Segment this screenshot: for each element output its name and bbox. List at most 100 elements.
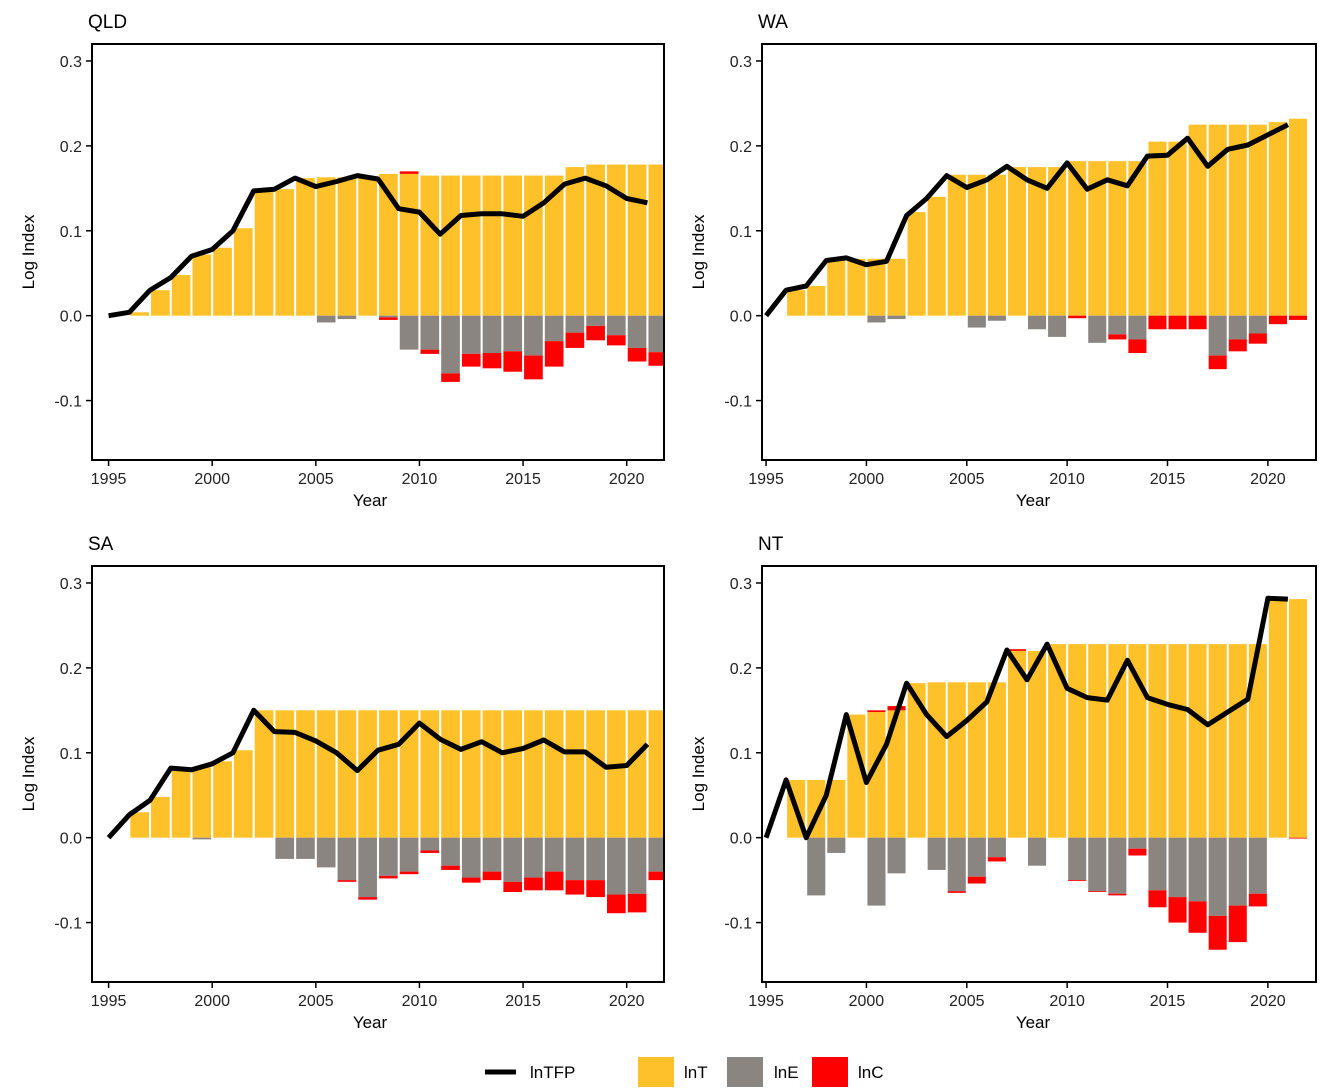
bar-lnc xyxy=(544,871,564,891)
bar-lnt xyxy=(358,177,377,316)
bar-lne xyxy=(586,315,605,326)
bar-lne xyxy=(1088,315,1107,343)
x-tick-label: 2010 xyxy=(402,471,438,488)
bar-lnt xyxy=(1028,167,1047,316)
bar-lnt xyxy=(1148,141,1167,316)
y-tick-label: 0.1 xyxy=(60,746,82,763)
bar-lnt xyxy=(927,682,946,838)
bar-lne xyxy=(524,315,543,356)
x-axis-label: Year xyxy=(1016,1013,1051,1032)
bar-lnc xyxy=(607,894,626,914)
plot-area xyxy=(108,164,664,382)
plot-frame xyxy=(91,565,665,983)
bar-lnc xyxy=(565,332,585,348)
x-tick-label: 2020 xyxy=(1250,993,1286,1010)
bar-lnt xyxy=(1228,124,1247,316)
bar-lne xyxy=(316,837,336,868)
bar-lnt xyxy=(1248,644,1267,838)
bar-lnt xyxy=(1188,644,1207,838)
x-tick-label: 1995 xyxy=(91,471,127,488)
panel-title: NT xyxy=(758,534,784,555)
bar-lnt xyxy=(887,258,906,316)
bar-lnc xyxy=(524,877,543,891)
bar-lne xyxy=(441,315,460,374)
x-tick-label: 1995 xyxy=(91,993,127,1010)
bar-lnt xyxy=(1108,161,1127,316)
bar-lnt xyxy=(441,175,460,316)
bar-lnt xyxy=(213,761,232,838)
bar-lnt xyxy=(1268,598,1287,838)
y-tick-label: 0.1 xyxy=(60,224,82,241)
bar-lnt xyxy=(1068,644,1087,838)
bar-lnt xyxy=(171,274,191,316)
x-tick-label: 2015 xyxy=(505,471,541,488)
y-tick-label: 0.3 xyxy=(730,576,752,593)
bar-lne xyxy=(1168,837,1187,898)
bar-lnt xyxy=(316,710,336,838)
bar-lnc xyxy=(648,352,664,366)
bar-lnt xyxy=(275,710,295,838)
panel-wa: WA -0.1 0.0 0.1 0.2 0.3 1995 2000 2005 2010 2015 20… xyxy=(689,12,1317,510)
bar-lnt xyxy=(254,710,274,838)
bar-lnt xyxy=(887,710,906,838)
bar-lnc xyxy=(461,877,481,883)
bar-lnt xyxy=(1288,599,1308,838)
bar-lnt xyxy=(399,710,419,838)
bar-lnt xyxy=(1168,644,1187,838)
bar-lnc xyxy=(627,347,647,362)
bar-lnc xyxy=(420,850,440,853)
plot-frame xyxy=(91,43,665,461)
bar-lnc xyxy=(399,871,419,875)
bar-lne xyxy=(1048,315,1067,337)
y-tick-label: -0.1 xyxy=(724,394,752,411)
bar-lnc xyxy=(1188,315,1207,330)
bar-lnt xyxy=(1188,124,1207,316)
plot-area xyxy=(763,595,1308,950)
bar-lne xyxy=(461,837,481,878)
panel-qld: QLD -0.1 0.0 0.1 0.2 0.3 1995 2000 2005 2010 2015 2… xyxy=(19,12,665,510)
bar-lnt xyxy=(586,710,605,838)
bar-lnt xyxy=(607,710,626,838)
bar-lnc xyxy=(482,353,502,369)
bar-lnc xyxy=(1108,334,1127,340)
bar-lnc xyxy=(1128,848,1147,856)
bar-lne xyxy=(648,315,664,353)
bar-lnc xyxy=(967,876,986,884)
y-tick-label: 0.0 xyxy=(60,309,82,326)
bar-lnt xyxy=(358,710,377,838)
bar-lnt xyxy=(907,212,926,316)
bar-lnt xyxy=(420,175,440,316)
panel-sa: SA -0.1 0.0 0.1 0.2 0.3 1995 2000 2005 2010 2015 20… xyxy=(19,534,665,1032)
plot-area xyxy=(764,118,1308,370)
bar-lnc xyxy=(1168,315,1187,330)
bar-lnc xyxy=(648,871,664,881)
bar-lnc xyxy=(987,857,1006,862)
bar-lnc xyxy=(1088,891,1107,893)
y-axis-label: Log Index xyxy=(689,214,708,289)
x-tick-label: 2005 xyxy=(949,993,985,1010)
bar-lnc xyxy=(1208,915,1227,950)
legend-label: lnC xyxy=(858,1063,884,1082)
bar-lnt xyxy=(1228,644,1247,838)
plot-frame xyxy=(761,43,1317,461)
bar-lnt xyxy=(648,710,664,838)
bar-lnt xyxy=(847,258,866,316)
bar-lnt xyxy=(130,812,149,838)
bar-lnt xyxy=(1288,118,1308,316)
bar-lnc xyxy=(627,893,647,913)
bar-lne xyxy=(607,837,626,895)
bar-lne xyxy=(399,315,419,350)
bar-lnt xyxy=(482,710,502,838)
bar-lnt xyxy=(1068,161,1087,316)
x-tick-label: 2010 xyxy=(1049,471,1085,488)
y-axis-label: Log Index xyxy=(19,214,38,289)
legend-item-lnt: lnT xyxy=(638,1057,708,1087)
bar-lnc xyxy=(441,373,460,382)
bar-lne xyxy=(1208,837,1227,916)
bar-lnc xyxy=(482,871,502,881)
legend-swatch-box xyxy=(638,1057,674,1087)
bar-lnt xyxy=(482,175,502,316)
bar-lne xyxy=(524,837,543,878)
bar-lne xyxy=(1108,837,1127,894)
y-axis-label: Log Index xyxy=(689,736,708,811)
